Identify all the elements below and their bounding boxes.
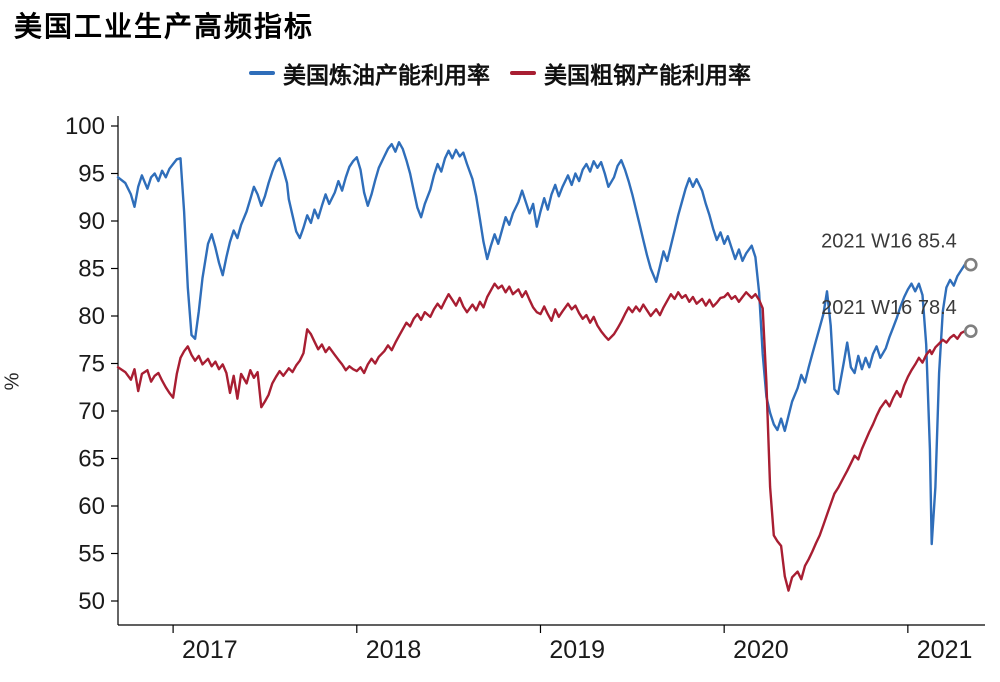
end-marker-0	[963, 257, 978, 272]
y-tick-label: 95	[78, 160, 105, 187]
y-tick-label: 80	[78, 303, 105, 330]
y-tick-label: 85	[78, 255, 105, 282]
x-tick-label: 2019	[549, 636, 605, 664]
series-line-0	[116, 140, 966, 545]
series-line-1	[116, 282, 966, 592]
line-chart-svg: 100 95 90 85 80 75 70 65 60 55 50 2017 2018 2019 2020 2…	[65, 113, 985, 664]
chart-area: % 100 95 90 85 80 75 70 65 60 55 50 2017 2018 2019 202…	[0, 98, 1000, 670]
end-marker-1	[963, 323, 978, 338]
annotation-label: 2021 W16 78.4	[821, 297, 957, 319]
y-tick-label: 70	[78, 398, 105, 425]
y-tick-label: 60	[78, 493, 105, 520]
y-axis-label: %	[1, 372, 24, 390]
y-tick-label: 75	[78, 350, 105, 377]
y-tick-label: 55	[78, 540, 105, 567]
y-tick-label: 50	[78, 588, 105, 615]
legend-label-steel: 美国粗钢产能利用率	[544, 61, 751, 89]
legend-label-refinery: 美国炼油产能利用率	[283, 61, 490, 89]
chart-title: 美国工业生产高频指标	[14, 10, 315, 43]
x-tick-label: 2017	[182, 636, 238, 664]
legend-swatch-steel-line	[510, 70, 536, 75]
x-tick-label: 2021	[917, 636, 973, 664]
annotation-label: 2021 W16 85.4	[821, 230, 957, 252]
y-tick-label: 65	[78, 445, 105, 472]
legend: 美国炼油产能利用率 美国粗钢产能利用率	[0, 56, 1000, 90]
y-tick-label: 100	[65, 113, 105, 140]
legend-item-refinery: 美国炼油产能利用率	[249, 56, 490, 90]
y-tick-label: 90	[78, 208, 105, 235]
legend-item-steel: 美国粗钢产能利用率	[510, 56, 751, 90]
x-tick-label: 2020	[733, 636, 789, 664]
x-tick-label: 2018	[366, 636, 422, 664]
chart-page: 美国工业生产高频指标 美国炼油产能利用率 美国粗钢产能利用率 % 100 95 90…	[0, 10, 1000, 670]
legend-swatch-refinery-line	[249, 70, 275, 75]
